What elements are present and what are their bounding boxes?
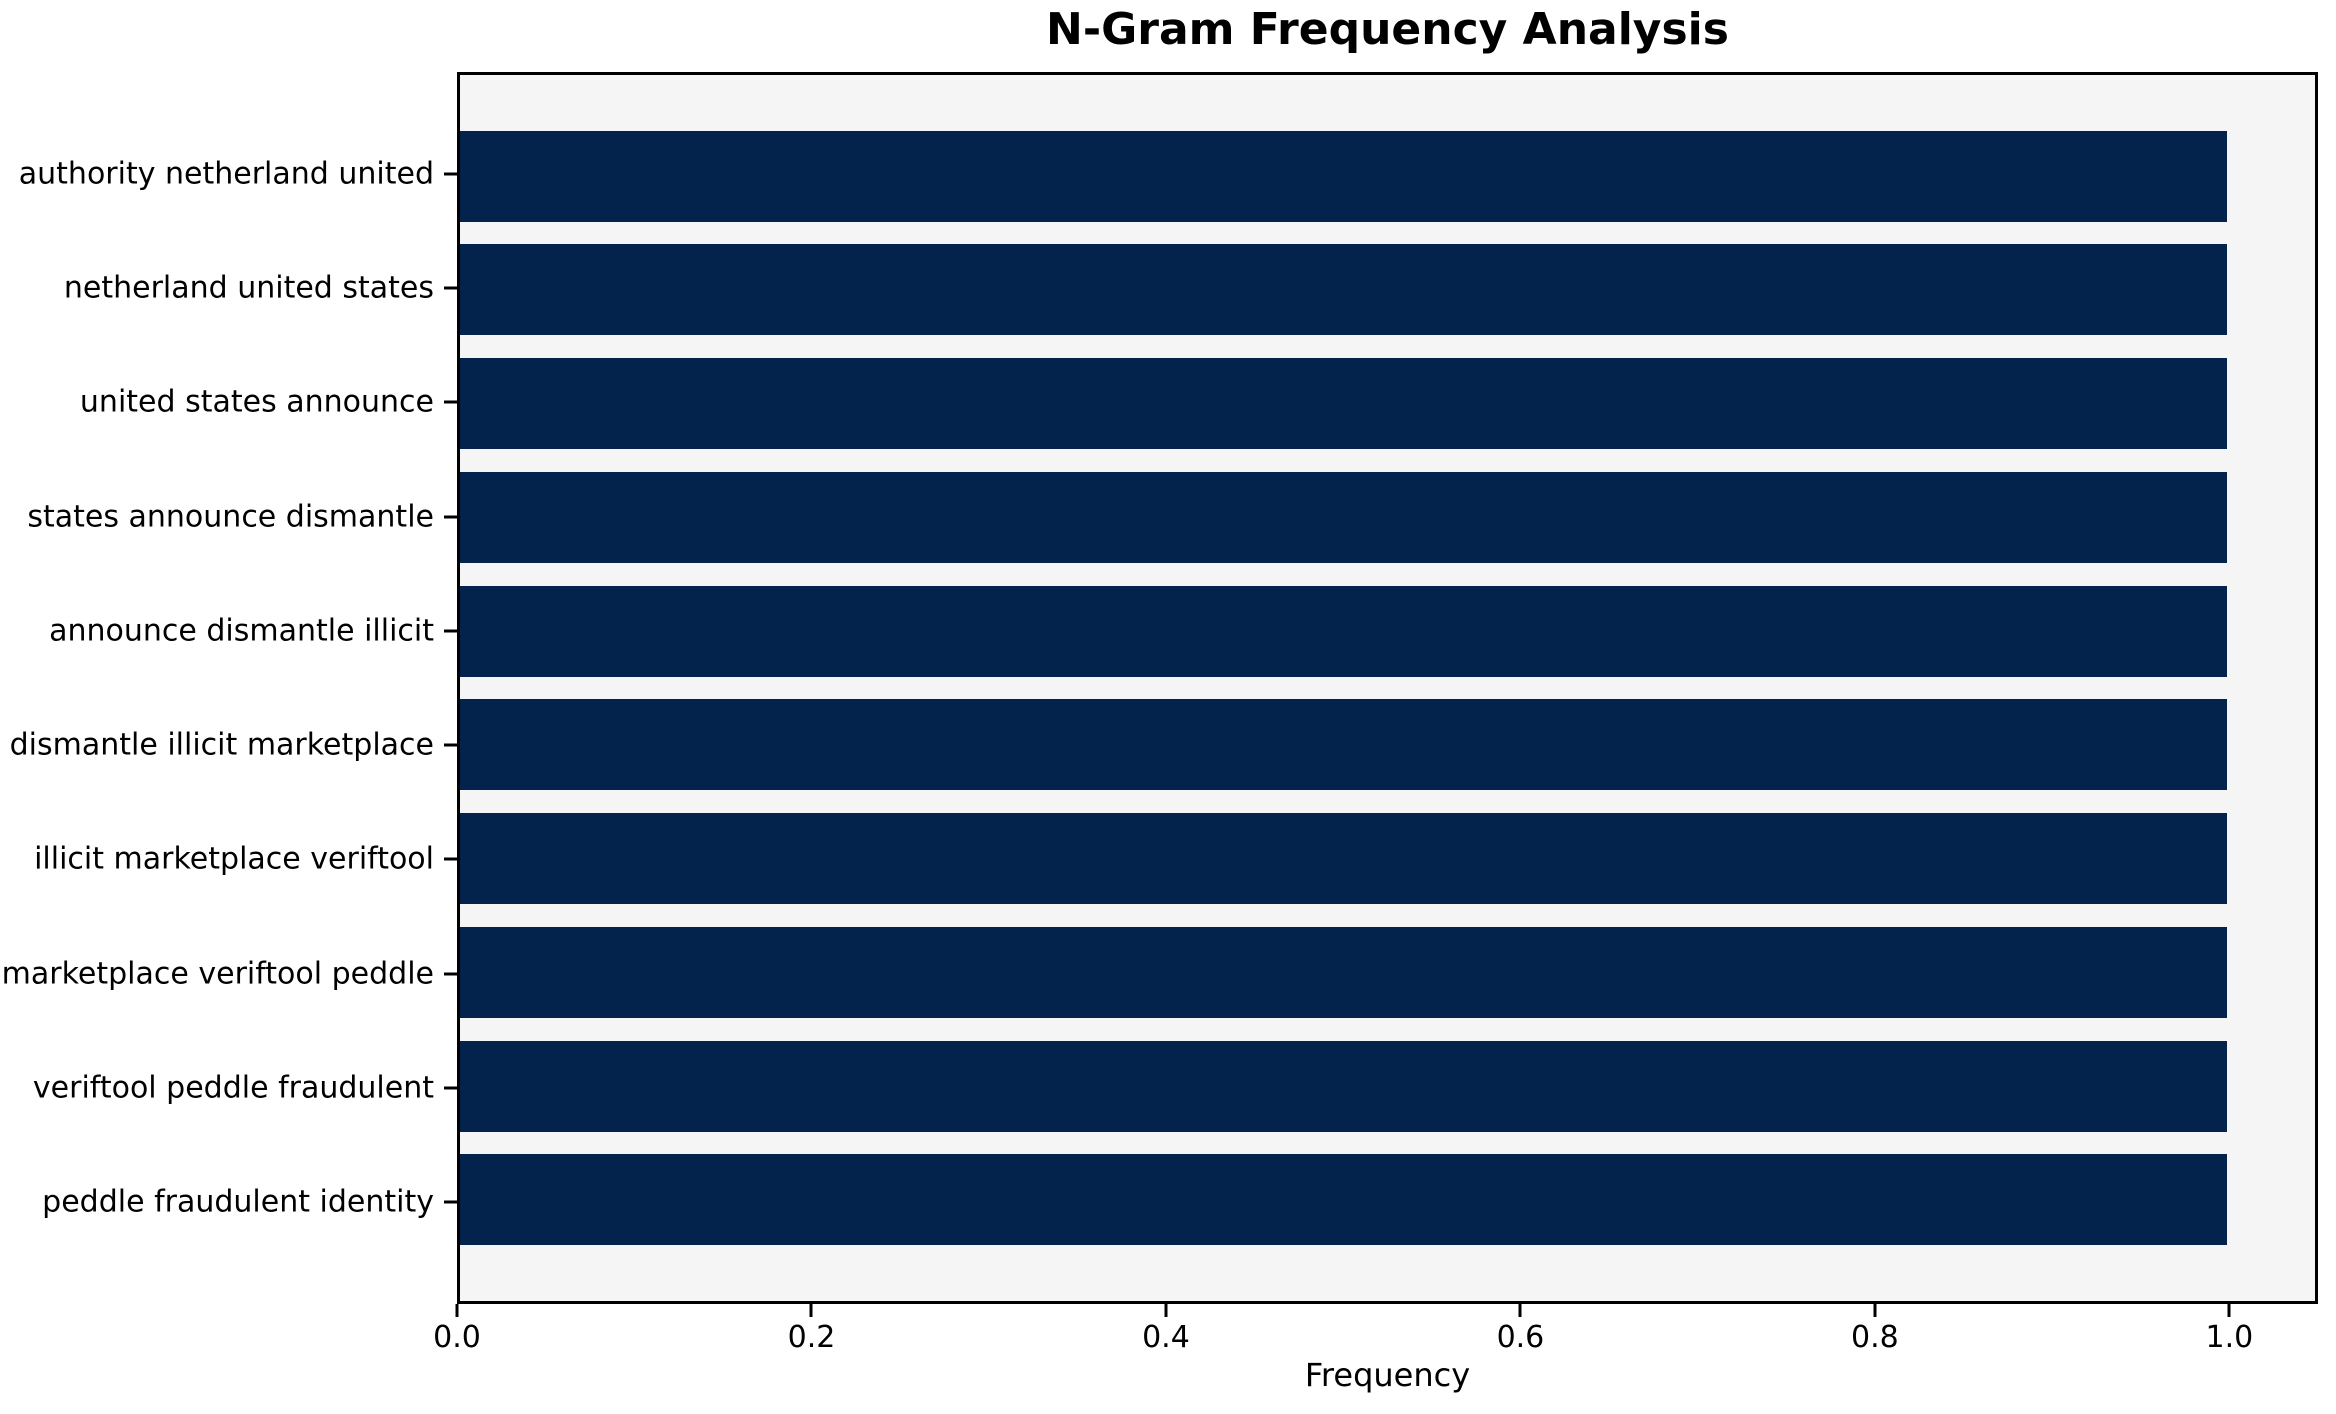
y-tick-mark [444,743,457,747]
y-tick-mark [444,172,457,176]
x-tick-label: 1.0 [2205,1320,2254,1355]
y-tick-mark [444,286,457,290]
y-tick-mark [444,1086,457,1090]
bar [460,699,2227,791]
y-tick-mark [444,1200,457,1204]
x-axis-tick-labels: 0.0 0.2 0.4 0.6 0.8 1.0 [433,1320,2318,1360]
bar [460,585,2227,677]
bar [460,244,2227,336]
y-tick-mark [444,972,457,976]
y-tick-mark [444,515,457,519]
x-tick-mark [1518,1304,1522,1317]
x-tick-label: 0.4 [1142,1320,1190,1355]
y-tick-label: veriftool peddle fraudulent [32,1070,434,1106]
y-tick-label: dismantle illicit marketplace [9,727,434,763]
bar [460,1040,2227,1132]
y-axis-ticks [444,72,457,1304]
x-tick-label: 0.6 [1496,1320,1545,1355]
x-tick-label: 0.0 [433,1320,481,1355]
x-axis-title: Frequency [1304,1356,1471,1394]
bar [460,926,2227,1018]
y-tick-label: netherland united states [63,270,434,306]
x-tick-mark [809,1304,813,1317]
y-tick-label: united states announce [79,384,434,420]
y-tick-mark [444,629,457,633]
x-tick-label: 0.2 [787,1320,836,1355]
x-tick-mark [1164,1304,1168,1317]
x-axis-ticks [455,1304,2318,1317]
y-tick-label: illicit marketplace veriftool [34,841,434,877]
bar [460,1154,2227,1246]
bar [460,813,2227,905]
x-tick-mark [2227,1304,2231,1317]
y-tick-label: peddle fraudulent identity [42,1184,434,1220]
plot-area [457,72,2318,1304]
chart-title: N-Gram Frequency Analysis [1046,4,1729,55]
bar [460,130,2227,222]
y-tick-label: states announce dismantle [27,499,434,535]
x-tick-mark [455,1304,459,1317]
y-tick-mark [444,857,457,861]
bar [460,358,2227,450]
x-tick-label: 0.8 [1851,1320,1899,1355]
y-tick-label: marketplace veriftool peddle [1,956,434,992]
y-tick-label: announce dismantle illicit [49,613,434,649]
x-tick-mark [1873,1304,1877,1317]
y-tick-mark [444,400,457,404]
y-axis-labels: authority netherland united netherland un… [0,72,434,1304]
y-tick-label: authority netherland united [18,156,434,192]
bar [460,471,2227,563]
